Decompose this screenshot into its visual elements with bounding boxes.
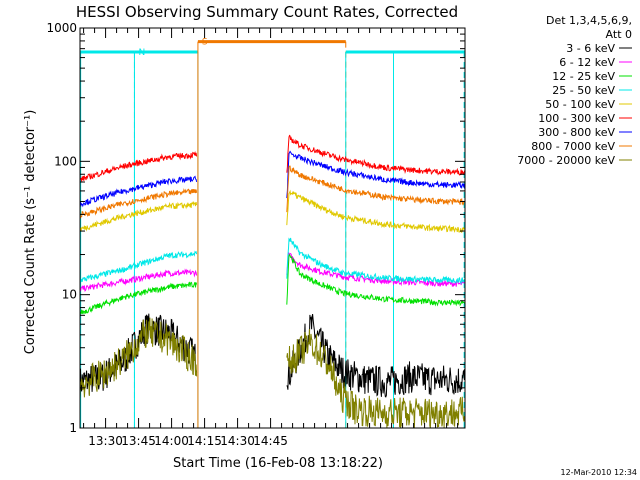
legend-label: 7000 - 20000 keV [517, 154, 615, 167]
y-axis: 1 10 100 1000 [46, 21, 465, 435]
legend-label: 25 - 50 keV [552, 84, 615, 97]
y-tick-label: 1000 [46, 21, 77, 35]
x-tick-label: 14:00 [154, 434, 189, 448]
series-line [286, 328, 466, 429]
legend-header-line2: Att 0 [606, 28, 632, 41]
series-line [286, 150, 466, 199]
x-tick-label: 13:30 [88, 434, 123, 448]
legend-label: 50 - 100 keV [545, 98, 615, 111]
legend-header-line1: Det 1,3,4,5,6,9, [546, 14, 632, 27]
series-line [79, 175, 198, 208]
footer-date: 12-Mar-2010 12:34 [561, 468, 638, 477]
series-line [286, 189, 466, 234]
x-axis-label: Start Time (16-Feb-08 13:18:22) [173, 456, 383, 471]
series-line [79, 317, 198, 399]
series-line [79, 201, 198, 232]
x-tick-label: 14:15 [187, 434, 222, 448]
legend-label: 800 - 7000 keV [531, 140, 615, 153]
series-line [286, 253, 466, 307]
plot-frame [79, 27, 466, 429]
interval-label: S [202, 38, 208, 48]
legend-label: 300 - 800 keV [538, 126, 615, 139]
x-tick-label: 14:30 [220, 434, 255, 448]
chart-title: HESSI Observing Summary Count Rates, Cor… [76, 3, 458, 21]
series-line [79, 250, 198, 284]
legend-label: 100 - 300 keV [538, 112, 615, 125]
y-tick-label: 10 [62, 288, 77, 302]
series-line [79, 188, 198, 220]
series-line [286, 134, 466, 176]
legend-label: 6 - 12 keV [559, 56, 615, 69]
series-line [79, 281, 198, 316]
series-line [79, 268, 198, 292]
x-tick-label: 13:45 [121, 434, 156, 448]
x-tick-label: 14:45 [253, 434, 288, 448]
series-line [286, 237, 466, 285]
y-tick-label: 100 [54, 154, 77, 168]
legend-label: 12 - 25 keV [552, 70, 615, 83]
interval-label: N [138, 48, 145, 58]
y-axis-label: Corrected Count Rate (s⁻¹ detector⁻¹) [23, 110, 38, 355]
series-line [286, 251, 466, 288]
y-tick-label: 1 [69, 421, 77, 435]
series-line [79, 150, 198, 182]
series-line [286, 165, 466, 213]
legend-label: 3 - 6 keV [566, 42, 615, 55]
